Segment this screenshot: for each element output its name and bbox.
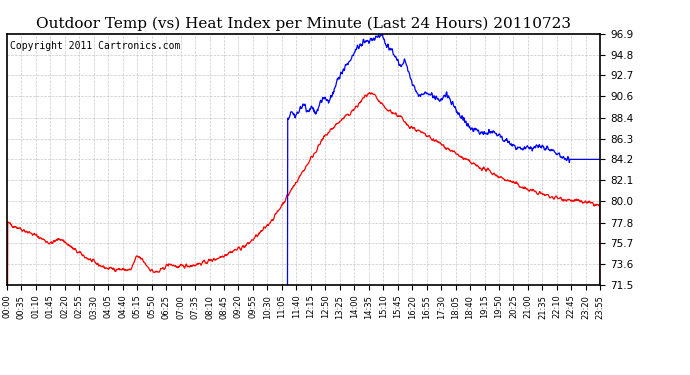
Text: Copyright 2011 Cartronics.com: Copyright 2011 Cartronics.com (10, 41, 180, 51)
Title: Outdoor Temp (vs) Heat Index per Minute (Last 24 Hours) 20110723: Outdoor Temp (vs) Heat Index per Minute … (36, 17, 571, 31)
